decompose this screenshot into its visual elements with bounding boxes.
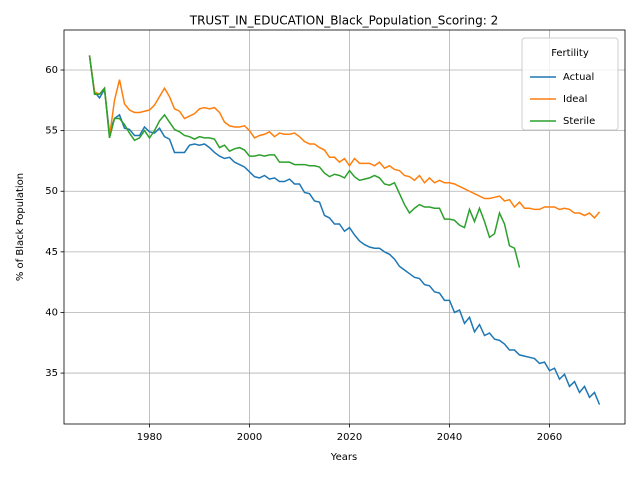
x-tick-label: 2000	[237, 432, 262, 443]
legend-label: Actual	[563, 72, 594, 83]
x-axis-label: Years	[330, 452, 357, 463]
y-axis-label: % of Black Population	[15, 173, 26, 281]
plot-frame	[63, 29, 626, 425]
y-tick-label: 45	[45, 247, 58, 258]
legend-title: Fertility	[551, 48, 589, 59]
y-tick-label: 35	[45, 368, 58, 379]
line-series	[88, 55, 521, 268]
x-tick-label: 2040	[437, 432, 462, 443]
x-tick-label: 2020	[337, 432, 362, 443]
y-tick-label: 60	[45, 65, 58, 76]
legend-label: Ideal	[563, 94, 587, 105]
line-series	[88, 55, 601, 220]
y-tick-label: 40	[45, 307, 58, 318]
y-tick-label: 50	[45, 186, 58, 197]
y-tick-label: 55	[45, 126, 58, 137]
legend-label: Sterile	[563, 116, 595, 127]
x-tick-label: 1980	[137, 432, 162, 443]
x-tick-label: 2060	[537, 432, 562, 443]
line-series	[88, 55, 601, 405]
chart-title: TRUST_IN_EDUCATION_Black_Population_Scor…	[189, 14, 499, 28]
legend-box	[521, 37, 619, 131]
